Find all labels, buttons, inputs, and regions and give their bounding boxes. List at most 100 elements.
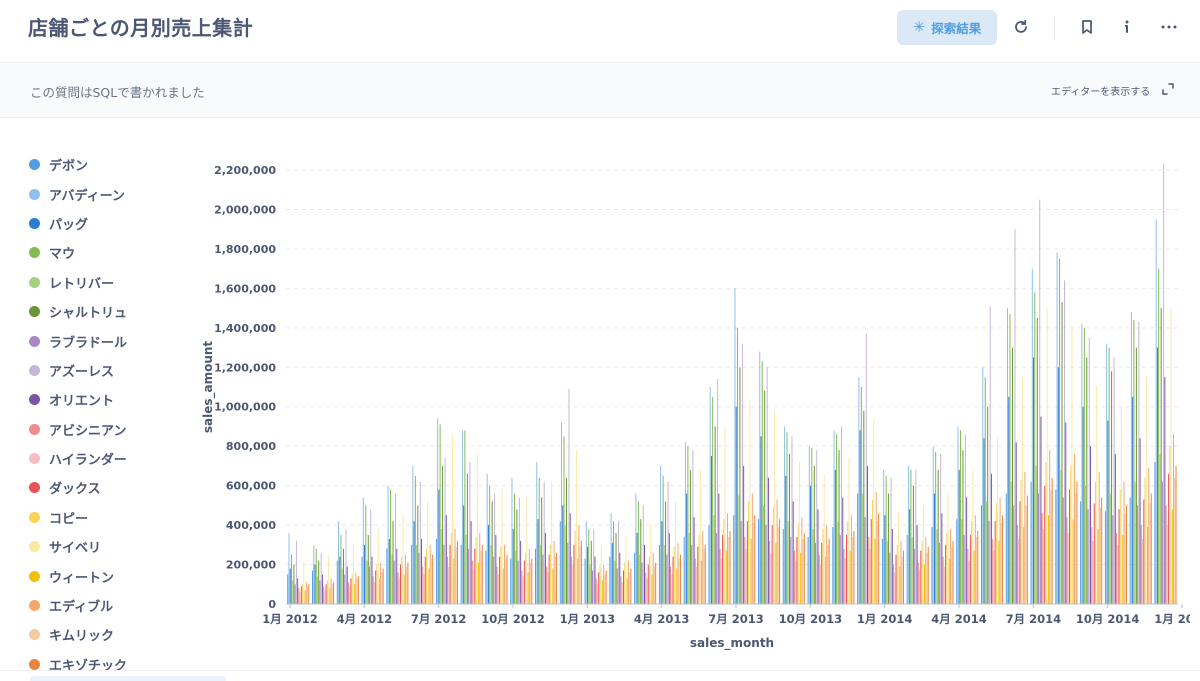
bar (287, 574, 289, 604)
bar (842, 497, 844, 604)
refresh-icon[interactable] (1008, 14, 1034, 40)
bar (626, 578, 628, 604)
bar (788, 454, 790, 604)
bar (973, 550, 975, 604)
bar (448, 566, 450, 604)
bar (373, 582, 375, 604)
bar (993, 550, 995, 604)
bar (699, 469, 701, 604)
bar (974, 515, 976, 604)
x-tick-label: 1月 2014 (857, 612, 913, 626)
bar (921, 540, 923, 604)
legend-item[interactable]: アバディーン (29, 179, 199, 208)
legend-item[interactable]: レトリバー (29, 268, 199, 297)
legend-item[interactable]: ハイランダー (29, 444, 199, 473)
bar (305, 582, 307, 604)
bar (295, 540, 297, 604)
bar (767, 477, 769, 604)
bar (915, 469, 917, 604)
bar (522, 576, 524, 604)
bar (486, 473, 488, 604)
bar (687, 446, 689, 604)
bar (1143, 499, 1145, 604)
bar (961, 519, 963, 604)
bar (437, 418, 439, 604)
bar (564, 525, 566, 604)
info-icon[interactable] (1114, 14, 1140, 40)
bar (957, 426, 959, 604)
bar (812, 529, 814, 604)
bar (1132, 396, 1134, 604)
bar (895, 554, 897, 604)
bar (719, 548, 721, 604)
bar (972, 469, 974, 604)
bar (293, 564, 295, 604)
legend-item[interactable]: サイベリ (29, 532, 199, 561)
bar (494, 493, 496, 604)
legend-dot (29, 423, 40, 435)
bar (344, 574, 346, 604)
legend-item[interactable]: アビシニアン (29, 415, 199, 444)
bar (995, 503, 997, 604)
bar (402, 515, 404, 604)
legend-item[interactable]: ラブラドール (29, 326, 199, 355)
legend-item[interactable]: エキゾチック (29, 650, 199, 679)
bar (637, 501, 639, 604)
bar (911, 536, 913, 604)
bar (1125, 505, 1127, 604)
more-icon[interactable] (1156, 14, 1182, 40)
bar (1160, 308, 1162, 604)
legend-item[interactable]: パッグ (29, 209, 199, 238)
bar (889, 552, 891, 604)
legend-item[interactable]: アズーレス (29, 356, 199, 385)
bar (319, 580, 321, 604)
legend-dot (29, 629, 40, 641)
bar (1055, 489, 1057, 604)
bar (841, 426, 843, 604)
bar (867, 465, 869, 604)
bar (771, 525, 773, 604)
legend-item[interactable]: デボン (29, 150, 199, 179)
bar (577, 558, 579, 604)
bar (562, 505, 564, 604)
bar (294, 584, 296, 604)
bar (449, 544, 451, 604)
legend-item[interactable]: シャルトリュ (29, 297, 199, 326)
legend-item[interactable]: マウ (29, 238, 199, 267)
legend-dot (29, 247, 40, 259)
legend-item[interactable]: ウィートン (29, 561, 199, 590)
bar (860, 387, 862, 604)
bar (366, 560, 368, 604)
show-editor-link[interactable]: エディターを表示する (1051, 83, 1175, 98)
bookmark-icon[interactable] (1074, 14, 1100, 40)
legend-item[interactable]: キムリック (29, 620, 199, 649)
bar (303, 562, 305, 604)
bar (1062, 497, 1064, 604)
legend-item[interactable]: オリエント (29, 385, 199, 414)
bar (967, 548, 969, 604)
bar (464, 430, 466, 604)
bar (894, 572, 896, 604)
bottom-tab[interactable] (30, 676, 226, 681)
explore-results-button[interactable]: ✳ 探索結果 (897, 10, 997, 45)
bar (919, 570, 921, 604)
expand-icon (1162, 83, 1175, 98)
bar (427, 501, 429, 604)
bar (1075, 493, 1077, 604)
bar (1057, 367, 1059, 604)
bar (912, 485, 914, 604)
legend-item[interactable]: コピー (29, 503, 199, 532)
bar (1049, 450, 1051, 604)
legend-item[interactable]: ダックス (29, 473, 199, 502)
bar (876, 521, 878, 604)
bar (625, 536, 627, 604)
y-tick-label: 1,200,000 (214, 361, 276, 374)
bar (702, 531, 704, 604)
bar (933, 493, 935, 604)
bar (640, 519, 642, 604)
legend-item[interactable]: エディブル (29, 591, 199, 620)
legend-dot (29, 658, 40, 670)
bar (342, 548, 344, 604)
bar (1086, 357, 1088, 604)
bar (567, 542, 569, 604)
